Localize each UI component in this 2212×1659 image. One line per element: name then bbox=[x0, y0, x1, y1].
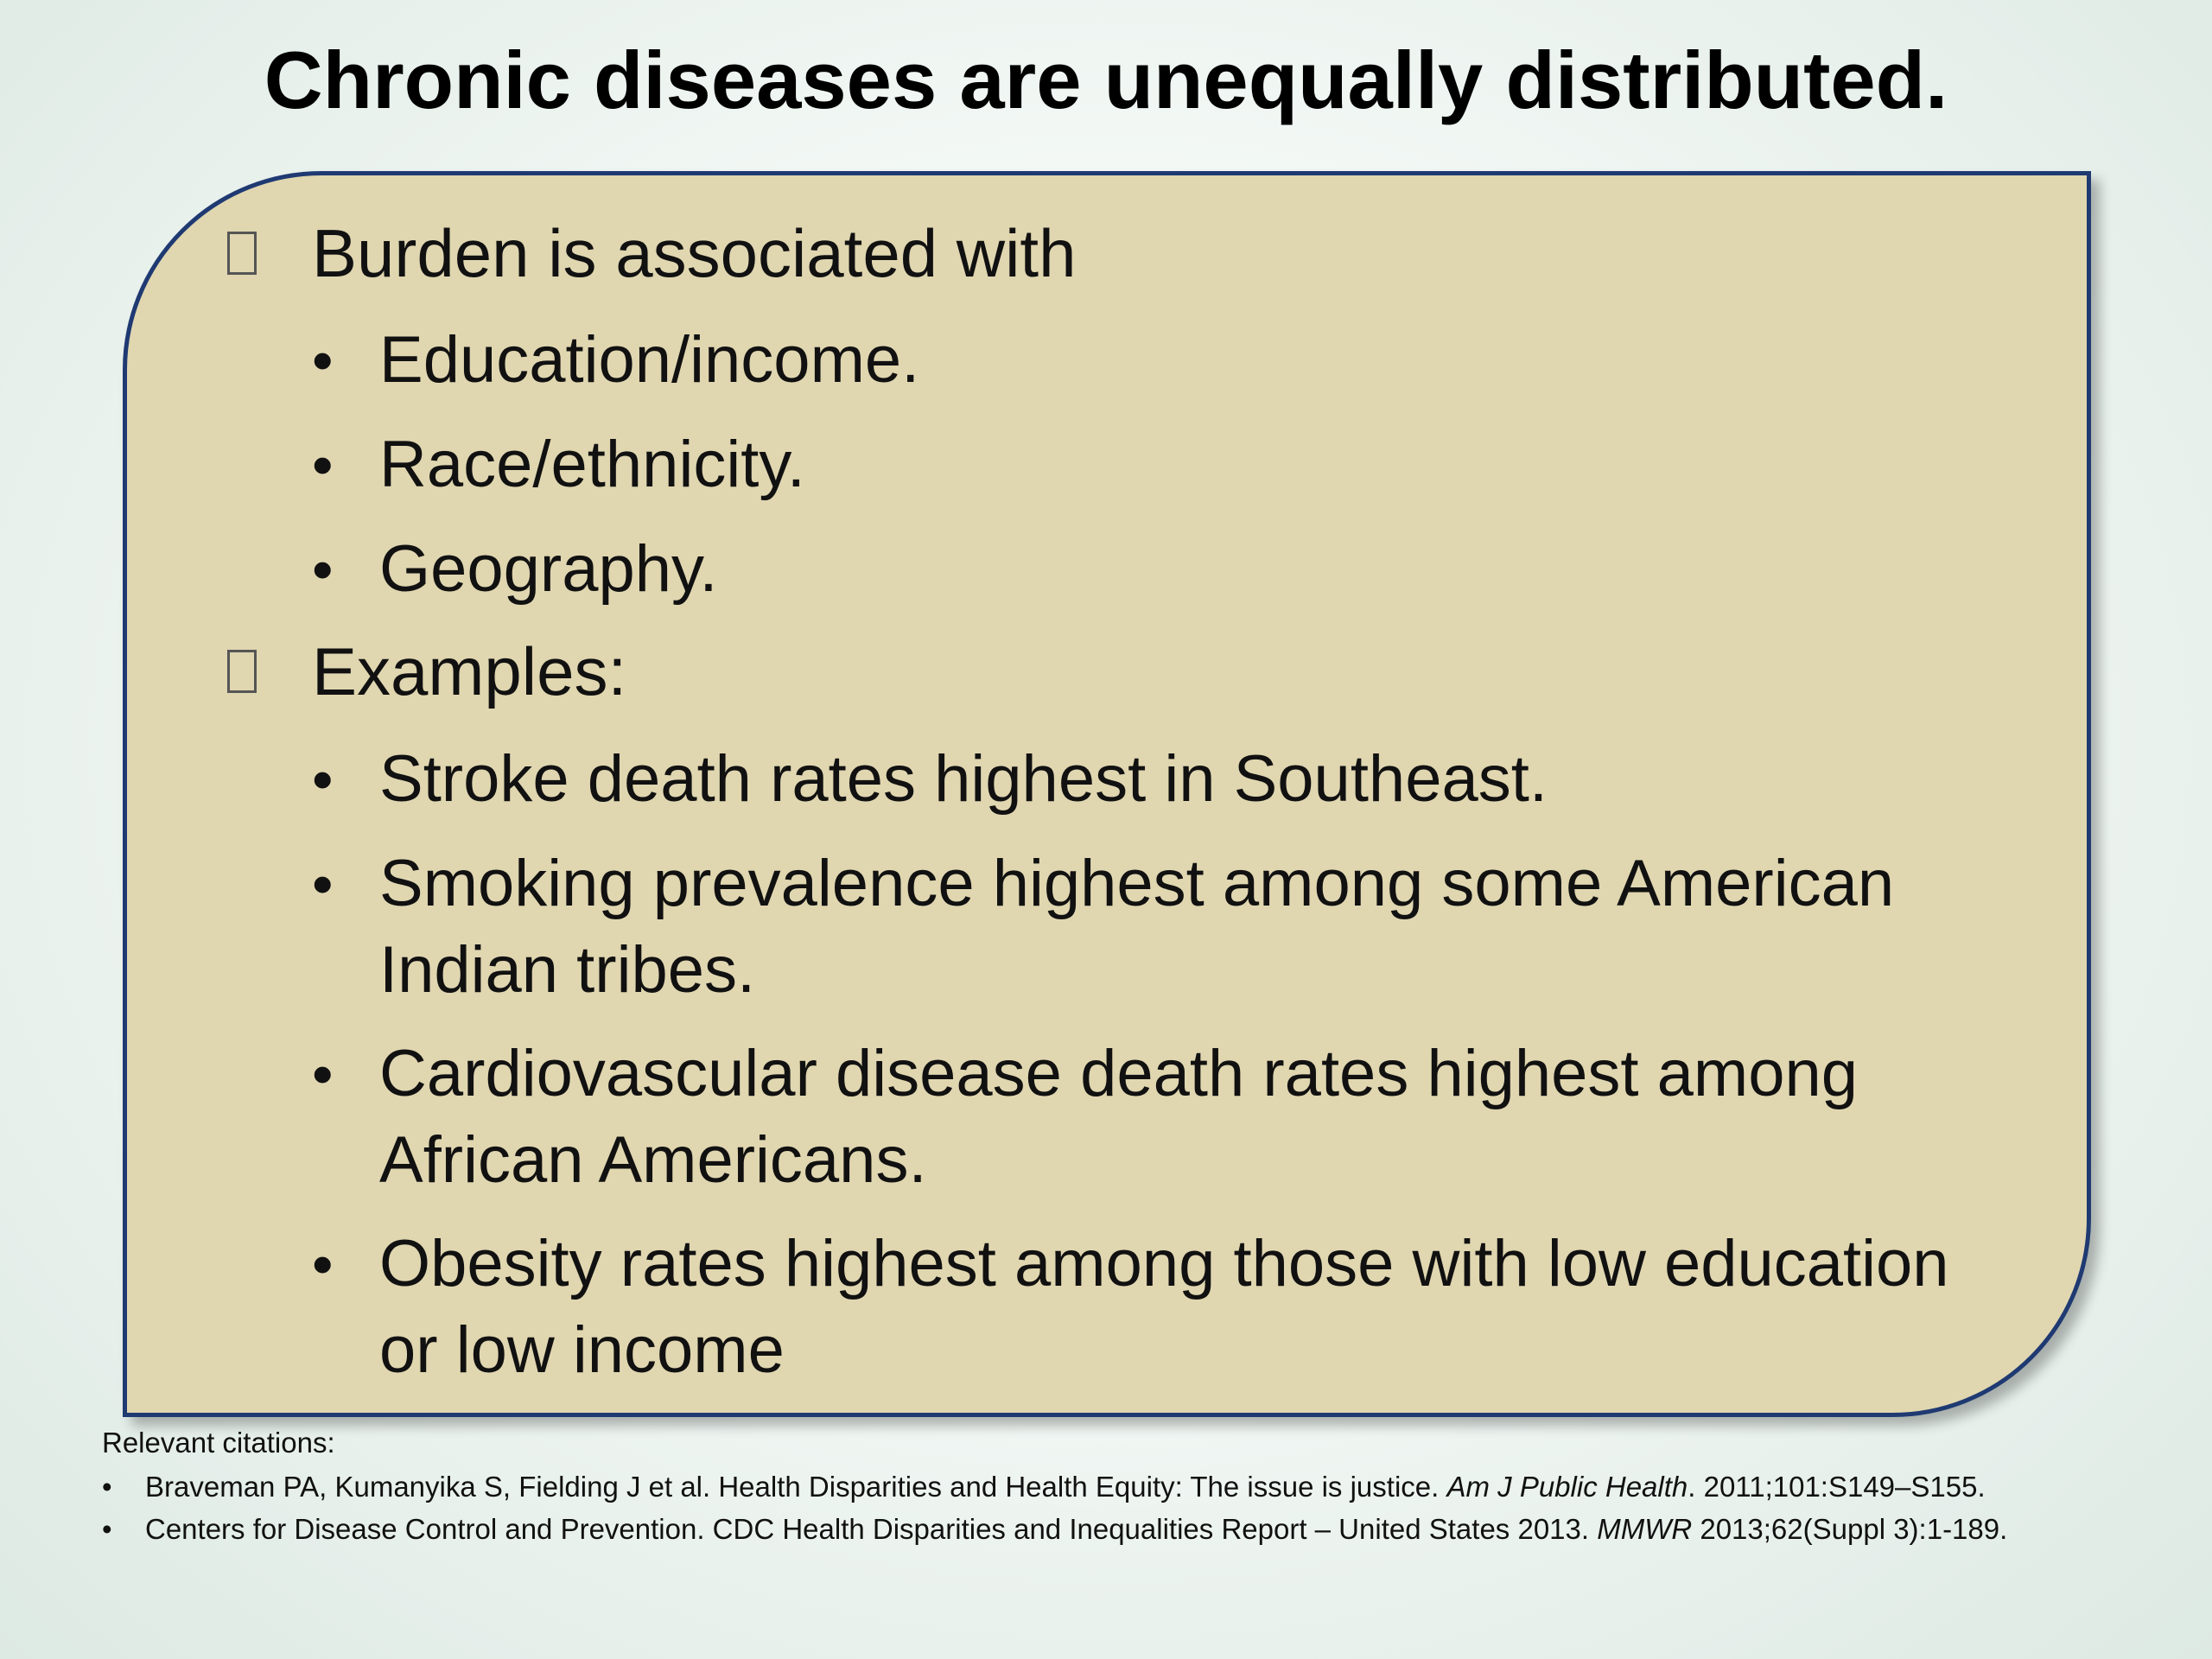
square-bullet-icon bbox=[227, 650, 257, 693]
list-item: • Smoking prevalence highest among some … bbox=[312, 841, 2021, 1014]
example-item: Stroke death rates highest in Southeast. bbox=[379, 742, 1548, 816]
examples-heading: Examples: bbox=[312, 633, 627, 709]
bullet-dot-icon: • bbox=[312, 1230, 334, 1298]
bullet-burden: Burden is associated with bbox=[227, 213, 1076, 293]
burden-heading: Burden is associated with bbox=[312, 215, 1077, 291]
citation-item: • Centers for Disease Control and Preven… bbox=[102, 1510, 2124, 1548]
burden-item: Education/income. bbox=[379, 323, 920, 397]
burden-item: Geography. bbox=[379, 532, 718, 606]
example-item: Obesity rates highest among those with l… bbox=[379, 1227, 1949, 1387]
citation-pre: Braveman PA, Kumanyika S, Fielding J et … bbox=[145, 1471, 1447, 1503]
content-panel: Burden is associated with • Education/in… bbox=[123, 171, 2091, 1417]
list-item: • Geography. bbox=[312, 526, 2021, 613]
citation-text: Centers for Disease Control and Preventi… bbox=[145, 1510, 2124, 1548]
list-item: • Race/ethnicity. bbox=[312, 422, 2021, 508]
bullet-dot-icon: • bbox=[312, 850, 334, 918]
example-item: Cardiovascular disease death rates highe… bbox=[379, 1037, 1859, 1197]
bullet-dot-icon: • bbox=[102, 1471, 112, 1503]
list-item: • Cardiovascular disease death rates hig… bbox=[312, 1031, 2021, 1204]
bullet-dot-icon: • bbox=[312, 431, 334, 499]
citations-heading: Relevant citations: bbox=[102, 1427, 335, 1459]
bullet-dot-icon: • bbox=[102, 1513, 112, 1545]
citation-text: Braveman PA, Kumanyika S, Fielding J et … bbox=[145, 1468, 2124, 1505]
citation-post: . 2011;101:S149–S155. bbox=[1688, 1471, 1986, 1503]
citation-item: • Braveman PA, Kumanyika S, Fielding J e… bbox=[102, 1468, 2124, 1505]
slide-title: Chronic diseases are unequally distribut… bbox=[264, 35, 1948, 125]
bullet-examples: Examples: bbox=[227, 632, 626, 711]
bullet-dot-icon: • bbox=[312, 1040, 334, 1108]
bullet-dot-icon: • bbox=[312, 327, 334, 394]
example-item: Smoking prevalence highest among some Am… bbox=[379, 847, 1895, 1007]
citation-journal: MMWR bbox=[1597, 1513, 1693, 1545]
citation-post: 2013;62(Suppl 3):1-189. bbox=[1692, 1513, 2008, 1545]
citations-section: Relevant citations: • Braveman PA, Kuman… bbox=[102, 1424, 2124, 1553]
bullet-dot-icon: • bbox=[312, 746, 334, 813]
list-item: • Obesity rates highest among those with… bbox=[312, 1221, 2021, 1394]
burden-item: Race/ethnicity. bbox=[379, 428, 805, 501]
bullet-dot-icon: • bbox=[312, 536, 334, 603]
list-item: • Stroke death rates highest in Southeas… bbox=[312, 736, 2021, 823]
list-item: • Education/income. bbox=[312, 317, 2021, 404]
citation-pre: Centers for Disease Control and Preventi… bbox=[145, 1513, 1598, 1545]
square-bullet-icon bbox=[227, 232, 257, 275]
citation-journal: Am J Public Health bbox=[1446, 1471, 1688, 1503]
